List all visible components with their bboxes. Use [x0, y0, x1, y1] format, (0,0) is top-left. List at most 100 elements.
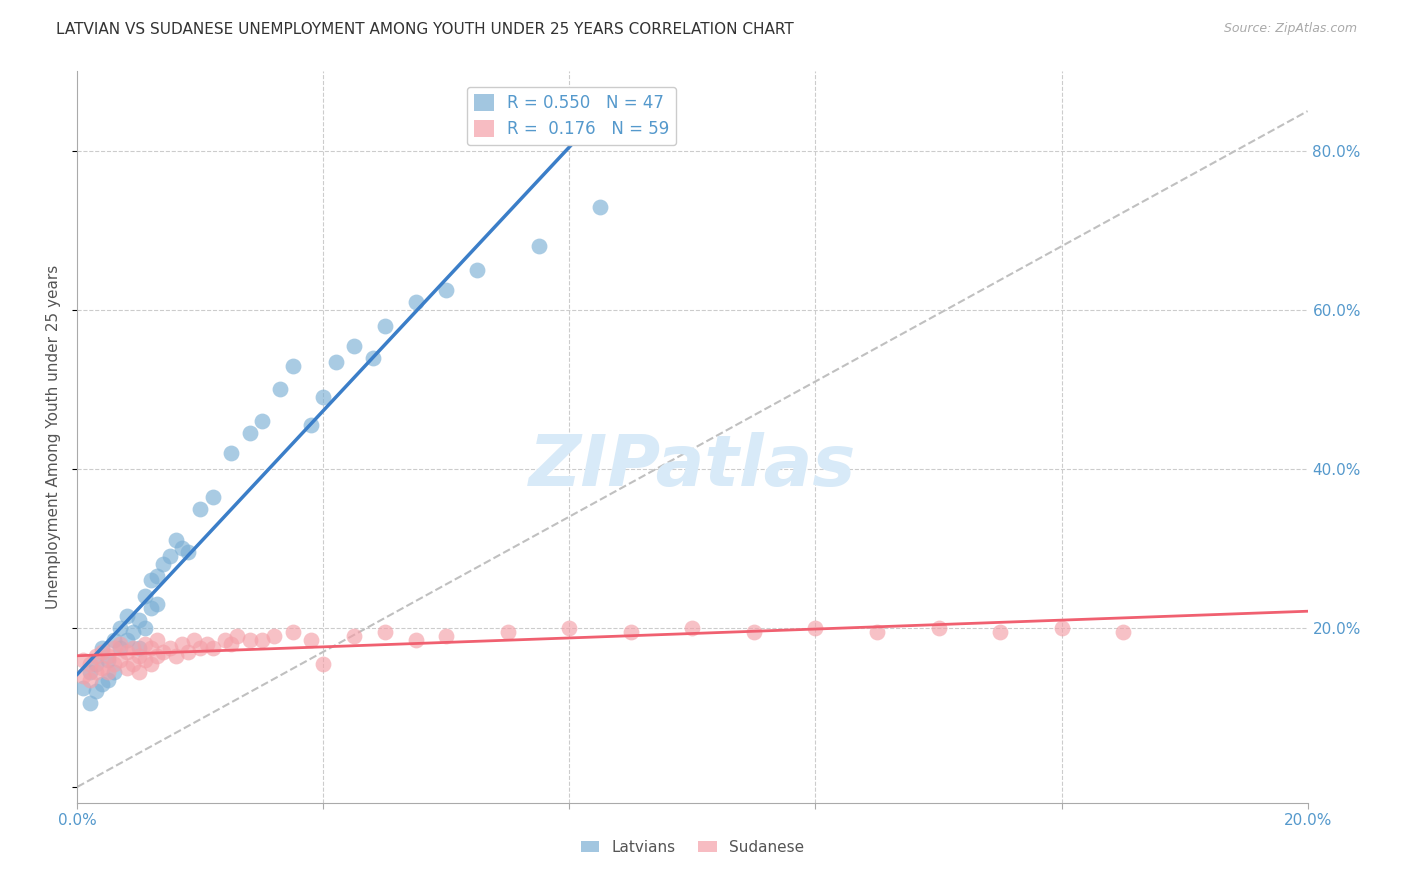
- Point: [159, 640, 181, 655]
- Point: [72, 681, 94, 695]
- Point: [90, 660, 114, 674]
- Point: [219, 637, 242, 651]
- Point: [97, 653, 120, 667]
- Point: [84, 684, 107, 698]
- Point: [84, 665, 107, 679]
- Point: [115, 632, 138, 647]
- Point: [110, 653, 132, 667]
- Point: [558, 621, 581, 635]
- Point: [177, 645, 200, 659]
- Point: [269, 383, 291, 397]
- Point: [177, 545, 200, 559]
- Point: [79, 673, 101, 687]
- Point: [146, 597, 169, 611]
- Point: [465, 263, 488, 277]
- Point: [146, 632, 169, 647]
- Point: [103, 640, 125, 655]
- Point: [103, 632, 125, 647]
- Point: [84, 657, 107, 671]
- Point: [299, 418, 322, 433]
- Point: [343, 338, 366, 352]
- Point: [72, 653, 94, 667]
- Point: [146, 569, 169, 583]
- Point: [343, 629, 366, 643]
- Point: [928, 621, 950, 635]
- Point: [115, 609, 138, 624]
- Point: [121, 657, 143, 671]
- Point: [159, 549, 181, 564]
- Point: [527, 239, 550, 253]
- Point: [374, 318, 396, 333]
- Point: [134, 621, 156, 635]
- Point: [141, 657, 163, 671]
- Point: [115, 660, 138, 674]
- Point: [141, 640, 163, 655]
- Point: [128, 640, 150, 655]
- Point: [90, 676, 114, 690]
- Point: [325, 354, 347, 368]
- Point: [361, 351, 384, 365]
- Point: [1112, 624, 1135, 639]
- Point: [128, 665, 150, 679]
- Point: [103, 657, 125, 671]
- Point: [239, 632, 262, 647]
- Point: [250, 414, 273, 428]
- Point: [90, 645, 114, 659]
- Point: [141, 573, 163, 587]
- Point: [405, 632, 427, 647]
- Point: [110, 640, 132, 655]
- Point: [312, 657, 335, 671]
- Point: [170, 541, 193, 556]
- Point: [405, 294, 427, 309]
- Point: [79, 665, 101, 679]
- Point: [620, 624, 643, 639]
- Point: [183, 632, 205, 647]
- Point: [128, 613, 150, 627]
- Point: [496, 624, 519, 639]
- Point: [152, 645, 174, 659]
- Point: [281, 624, 304, 639]
- Point: [110, 637, 132, 651]
- Point: [79, 697, 101, 711]
- Point: [239, 426, 262, 441]
- Point: [152, 558, 174, 572]
- Point: [134, 637, 156, 651]
- Point: [589, 200, 612, 214]
- Point: [134, 653, 156, 667]
- Point: [299, 632, 322, 647]
- Point: [201, 490, 224, 504]
- Point: [165, 648, 187, 663]
- Point: [201, 640, 224, 655]
- Point: [97, 648, 120, 663]
- Point: [121, 640, 143, 655]
- Point: [121, 624, 143, 639]
- Point: [682, 621, 704, 635]
- Point: [988, 624, 1011, 639]
- Point: [79, 657, 101, 671]
- Text: Source: ZipAtlas.com: Source: ZipAtlas.com: [1223, 22, 1357, 36]
- Point: [115, 645, 138, 659]
- Point: [281, 359, 304, 373]
- Point: [263, 629, 285, 643]
- Point: [146, 648, 169, 663]
- Point: [866, 624, 889, 639]
- Point: [134, 589, 156, 603]
- Point: [97, 665, 120, 679]
- Point: [195, 637, 218, 651]
- Point: [374, 624, 396, 639]
- Point: [1050, 621, 1073, 635]
- Point: [84, 648, 107, 663]
- Point: [170, 637, 193, 651]
- Text: ZIPatlas: ZIPatlas: [529, 432, 856, 500]
- Point: [97, 673, 120, 687]
- Point: [110, 621, 132, 635]
- Point: [141, 601, 163, 615]
- Point: [188, 501, 212, 516]
- Point: [742, 624, 765, 639]
- Point: [72, 668, 94, 682]
- Point: [312, 390, 335, 404]
- Y-axis label: Unemployment Among Youth under 25 years: Unemployment Among Youth under 25 years: [46, 265, 62, 609]
- Point: [214, 632, 236, 647]
- Text: LATVIAN VS SUDANESE UNEMPLOYMENT AMONG YOUTH UNDER 25 YEARS CORRELATION CHART: LATVIAN VS SUDANESE UNEMPLOYMENT AMONG Y…: [56, 22, 794, 37]
- Point: [436, 283, 458, 297]
